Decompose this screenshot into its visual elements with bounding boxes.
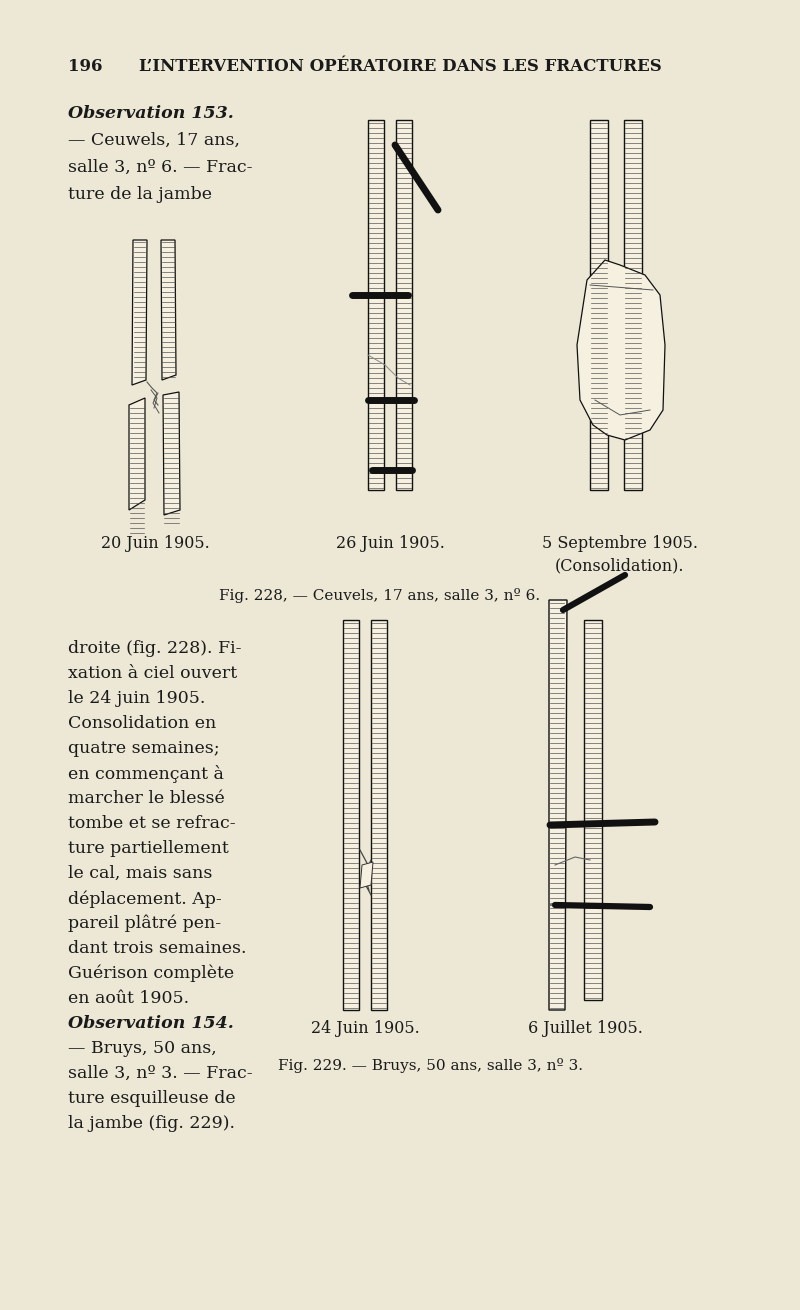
Text: dant trois semaines.: dant trois semaines. xyxy=(68,941,246,958)
Text: pareil plâtré pen-: pareil plâtré pen- xyxy=(68,914,221,933)
Bar xyxy=(371,620,387,1010)
Text: Guérison complète: Guérison complète xyxy=(68,965,234,982)
Text: quatre semaines;: quatre semaines; xyxy=(68,740,220,757)
Text: 24 Juin 1905.: 24 Juin 1905. xyxy=(310,1020,419,1038)
Bar xyxy=(343,620,359,1010)
Text: 196: 196 xyxy=(68,58,102,75)
Text: tombe et se refrac-: tombe et se refrac- xyxy=(68,815,236,832)
Text: le 24 juin 1905.: le 24 juin 1905. xyxy=(68,690,206,707)
Text: le cal, mais sans: le cal, mais sans xyxy=(68,865,212,882)
Text: 6 Juillet 1905.: 6 Juillet 1905. xyxy=(527,1020,642,1038)
Bar xyxy=(396,121,412,490)
Text: ture esquilleuse de: ture esquilleuse de xyxy=(68,1090,236,1107)
Text: (Consolidation).: (Consolidation). xyxy=(555,557,685,574)
Polygon shape xyxy=(360,862,373,888)
Text: ture de la jambe: ture de la jambe xyxy=(68,186,212,203)
Text: Observation 153.: Observation 153. xyxy=(68,105,234,122)
Text: Fig. 229. — Bruys, 50 ans, salle 3, nº 3.: Fig. 229. — Bruys, 50 ans, salle 3, nº 3… xyxy=(278,1058,582,1073)
Text: droite (fig. 228). Fi-: droite (fig. 228). Fi- xyxy=(68,641,242,658)
Text: L’INTERVENTION OPÉRATOIRE DANS LES FRACTURES: L’INTERVENTION OPÉRATOIRE DANS LES FRACT… xyxy=(138,58,662,75)
Polygon shape xyxy=(577,259,665,440)
Text: salle 3, nº 6. — Frac-: salle 3, nº 6. — Frac- xyxy=(68,159,253,176)
Polygon shape xyxy=(549,600,567,1010)
Text: — Ceuwels, 17 ans,: — Ceuwels, 17 ans, xyxy=(68,132,240,149)
Text: xation à ciel ouvert: xation à ciel ouvert xyxy=(68,665,237,683)
Text: déplacement. Ap-: déplacement. Ap- xyxy=(68,889,222,908)
Text: 20 Juin 1905.: 20 Juin 1905. xyxy=(101,534,210,552)
Text: 5 Septembre 1905.: 5 Septembre 1905. xyxy=(542,534,698,552)
Bar xyxy=(590,121,608,490)
Bar xyxy=(368,121,384,490)
Text: Consolidation en: Consolidation en xyxy=(68,715,216,732)
Polygon shape xyxy=(163,392,180,515)
Polygon shape xyxy=(129,398,145,510)
Text: ture partiellement: ture partiellement xyxy=(68,840,229,857)
Text: en août 1905.: en août 1905. xyxy=(68,990,189,1007)
Text: salle 3, nº 3. — Frac-: salle 3, nº 3. — Frac- xyxy=(68,1065,253,1082)
Text: Fig. 228, — Ceuvels, 17 ans, salle 3, nº 6.: Fig. 228, — Ceuvels, 17 ans, salle 3, nº… xyxy=(219,588,541,603)
Text: — Bruys, 50 ans,: — Bruys, 50 ans, xyxy=(68,1040,217,1057)
Text: 26 Juin 1905.: 26 Juin 1905. xyxy=(335,534,445,552)
Text: en commençant à: en commençant à xyxy=(68,765,224,783)
Text: la jambe (fig. 229).: la jambe (fig. 229). xyxy=(68,1115,235,1132)
Text: Observation 154.: Observation 154. xyxy=(68,1015,234,1032)
Text: marcher le blessé: marcher le blessé xyxy=(68,790,225,807)
Polygon shape xyxy=(132,240,147,385)
Bar xyxy=(584,620,602,1000)
Polygon shape xyxy=(161,240,176,380)
Bar xyxy=(624,121,642,490)
